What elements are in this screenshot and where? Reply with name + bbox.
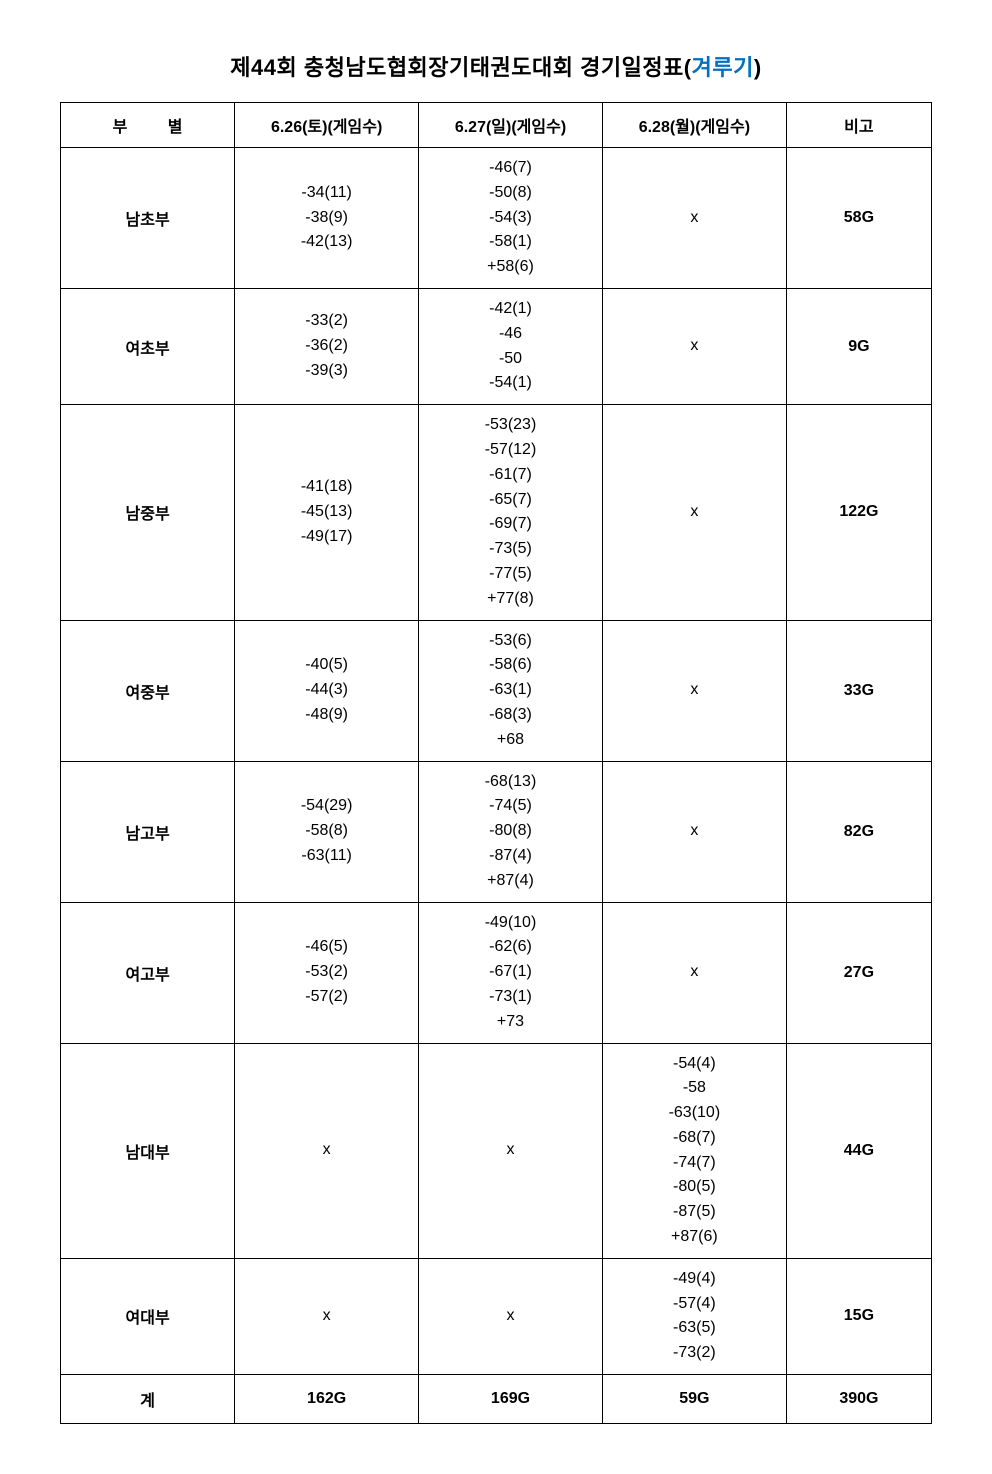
row-label: 남대부 xyxy=(61,1043,235,1258)
cell-d3: x xyxy=(602,148,786,289)
cell-lines: -49(10)-62(6)-67(1)-73(1)+73 xyxy=(423,911,598,1035)
cell-lines: x xyxy=(239,1304,414,1329)
cell-lines: -54(4)-58-63(10)-68(7)-74(7)-80(5)-87(5)… xyxy=(607,1052,782,1250)
cell-d3: x xyxy=(602,761,786,902)
remark-cell: 82G xyxy=(786,761,931,902)
cell-d3: x xyxy=(602,288,786,404)
cell-d2: -42(1)-46-50-54(1) xyxy=(419,288,603,404)
cell-d1: x xyxy=(235,1043,419,1258)
cell-lines: -42(1)-46-50-54(1) xyxy=(423,297,598,396)
totals-d3: 59G xyxy=(602,1375,786,1424)
cell-d1: -46(5)-53(2)-57(2) xyxy=(235,902,419,1043)
cell-lines: -41(18)-45(13)-49(17) xyxy=(239,475,414,549)
totals-d2: 169G xyxy=(419,1375,603,1424)
cell-d1: -34(11)-38(9)-42(13) xyxy=(235,148,419,289)
cell-lines: x xyxy=(423,1304,598,1329)
col-header-remark: 비고 xyxy=(786,103,931,148)
col-header-day1: 6.26(토)(게임수) xyxy=(235,103,419,148)
cell-d2: -53(6)-58(6)-63(1)-68(3)+68 xyxy=(419,620,603,761)
cell-lines: x xyxy=(607,678,782,703)
remark-cell: 27G xyxy=(786,902,931,1043)
table-row: 남중부-41(18)-45(13)-49(17)-53(23)-57(12)-6… xyxy=(61,405,932,620)
cell-d1: -40(5)-44(3)-48(9) xyxy=(235,620,419,761)
cell-lines: -54(29)-58(8)-63(11) xyxy=(239,794,414,868)
cell-d1: -54(29)-58(8)-63(11) xyxy=(235,761,419,902)
cell-d2: -46(7)-50(8)-54(3)-58(1)+58(6) xyxy=(419,148,603,289)
row-label: 남고부 xyxy=(61,761,235,902)
col-header-day2: 6.27(일)(게임수) xyxy=(419,103,603,148)
title-accent: 겨루기 xyxy=(692,55,754,80)
cell-d3: x xyxy=(602,620,786,761)
cell-lines: -53(6)-58(6)-63(1)-68(3)+68 xyxy=(423,629,598,753)
cell-lines: x xyxy=(607,960,782,985)
table-row: 남고부-54(29)-58(8)-63(11)-68(13)-74(5)-80(… xyxy=(61,761,932,902)
remark-cell: 9G xyxy=(786,288,931,404)
row-label: 여중부 xyxy=(61,620,235,761)
remark-cell: 33G xyxy=(786,620,931,761)
table-row: 여고부-46(5)-53(2)-57(2)-49(10)-62(6)-67(1)… xyxy=(61,902,932,1043)
cell-lines: -46(7)-50(8)-54(3)-58(1)+58(6) xyxy=(423,156,598,280)
cell-d2: x xyxy=(419,1258,603,1374)
title-suffix: ) xyxy=(754,55,762,80)
remark-cell: 58G xyxy=(786,148,931,289)
cell-lines: -33(2)-36(2)-39(3) xyxy=(239,309,414,383)
cell-lines: x xyxy=(607,334,782,359)
cell-lines: x xyxy=(607,500,782,525)
col-header-day3: 6.28(월)(게임수) xyxy=(602,103,786,148)
cell-d3: x xyxy=(602,902,786,1043)
cell-lines: -34(11)-38(9)-42(13) xyxy=(239,181,414,255)
table-row: 여대부xx-49(4)-57(4)-63(5)-73(2)15G xyxy=(61,1258,932,1374)
cell-d2: -53(23)-57(12)-61(7)-65(7)-69(7)-73(5)-7… xyxy=(419,405,603,620)
cell-lines: -40(5)-44(3)-48(9) xyxy=(239,653,414,727)
cell-lines: -53(23)-57(12)-61(7)-65(7)-69(7)-73(5)-7… xyxy=(423,413,598,611)
cell-d1: x xyxy=(235,1258,419,1374)
row-label: 여대부 xyxy=(61,1258,235,1374)
cell-d3: -54(4)-58-63(10)-68(7)-74(7)-80(5)-87(5)… xyxy=(602,1043,786,1258)
page-title: 제44회 충청남도협회장기태권도대회 경기일정표(겨루기) xyxy=(60,50,932,82)
table-row: 여초부-33(2)-36(2)-39(3)-42(1)-46-50-54(1) x… xyxy=(61,288,932,404)
cell-d2: -49(10)-62(6)-67(1)-73(1)+73 xyxy=(419,902,603,1043)
col-header-division: 부 별 xyxy=(61,103,235,148)
totals-label: 계 xyxy=(61,1375,235,1424)
remark-cell: 122G xyxy=(786,405,931,620)
cell-lines: x xyxy=(607,206,782,231)
row-label: 남중부 xyxy=(61,405,235,620)
row-label: 남초부 xyxy=(61,148,235,289)
cell-d2: x xyxy=(419,1043,603,1258)
row-label: 여초부 xyxy=(61,288,235,404)
title-prefix: 제44회 충청남도협회장기태권도대회 경기일정표( xyxy=(230,55,691,80)
totals-row: 계162G169G59G390G xyxy=(61,1375,932,1424)
cell-d3: -49(4)-57(4)-63(5)-73(2) xyxy=(602,1258,786,1374)
cell-lines: -68(13)-74(5)-80(8)-87(4)+87(4) xyxy=(423,770,598,894)
table-row: 여중부-40(5)-44(3)-48(9)-53(6)-58(6)-63(1)-… xyxy=(61,620,932,761)
table-row: 남대부xx-54(4)-58-63(10)-68(7)-74(7)-80(5)-… xyxy=(61,1043,932,1258)
totals-remark: 390G xyxy=(786,1375,931,1424)
table-row: 남초부-34(11)-38(9)-42(13)-46(7)-50(8)-54(3… xyxy=(61,148,932,289)
cell-d3: x xyxy=(602,405,786,620)
cell-d1: -33(2)-36(2)-39(3) xyxy=(235,288,419,404)
cell-lines: -46(5)-53(2)-57(2) xyxy=(239,935,414,1009)
row-label: 여고부 xyxy=(61,902,235,1043)
cell-d1: -41(18)-45(13)-49(17) xyxy=(235,405,419,620)
remark-cell: 44G xyxy=(786,1043,931,1258)
cell-lines: -49(4)-57(4)-63(5)-73(2) xyxy=(607,1267,782,1366)
schedule-table: 부 별 6.26(토)(게임수) 6.27(일)(게임수) 6.28(월)(게임… xyxy=(60,102,932,1424)
cell-lines: x xyxy=(423,1138,598,1163)
cell-lines: x xyxy=(239,1138,414,1163)
table-header-row: 부 별 6.26(토)(게임수) 6.27(일)(게임수) 6.28(월)(게임… xyxy=(61,103,932,148)
cell-d2: -68(13)-74(5)-80(8)-87(4)+87(4) xyxy=(419,761,603,902)
remark-cell: 15G xyxy=(786,1258,931,1374)
totals-d1: 162G xyxy=(235,1375,419,1424)
cell-lines: x xyxy=(607,819,782,844)
table-body: 남초부-34(11)-38(9)-42(13)-46(7)-50(8)-54(3… xyxy=(61,148,932,1424)
